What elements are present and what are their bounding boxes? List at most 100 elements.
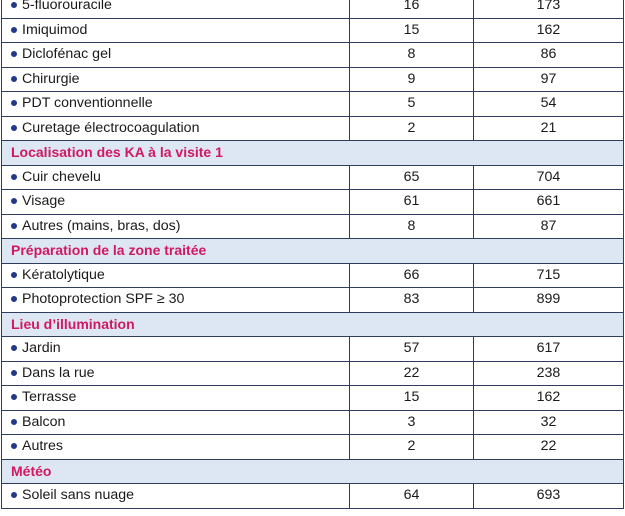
row-label: Soleil sans nuage (22, 487, 135, 504)
row-label-cell: PDT conventionnelle (1, 91, 350, 117)
section-title: Météo (1, 458, 624, 484)
n-cell: 32 (473, 409, 624, 435)
section-header-row: Préparation de la zone traitée (1, 238, 624, 264)
bullet-icon (11, 173, 17, 180)
section-title: Lieu d’illumination (1, 311, 624, 337)
row-label-cell: Balcon (1, 409, 350, 435)
bullet-icon (11, 394, 17, 401)
n-cell: 87 (473, 213, 624, 239)
section-header-row: Localisation des KA à la visite 1 (1, 140, 624, 166)
n-cell: 693 (473, 483, 624, 509)
count-cell: 61 (349, 189, 474, 215)
bullet-icon (11, 369, 17, 376)
n-cell: 238 (473, 360, 624, 386)
count-cell: 2 (349, 434, 474, 460)
row-label-cell: Chirurgie (1, 66, 350, 92)
bullet-icon (11, 222, 17, 229)
bullet-icon (11, 418, 17, 425)
row-label-cell: Soleil sans nuage (1, 483, 350, 509)
count-cell: 64 (349, 483, 474, 509)
row-label-cell: Jardin (1, 336, 350, 362)
row-label-cell: Cuir chevelu (1, 164, 350, 190)
bullet-icon (11, 100, 17, 107)
table-row: Jardin 57 617 (1, 336, 624, 362)
table-row: Diclofénac gel 8 86 (1, 42, 624, 68)
table-row: Autres (mains, bras, dos) 8 87 (1, 213, 624, 239)
count-cell: 2 (349, 115, 474, 141)
row-label: Imiquimod (22, 21, 88, 38)
table-row: PDT conventionnelle 5 54 (1, 91, 624, 117)
bullet-icon (11, 198, 17, 205)
count-cell: 15 (349, 385, 474, 411)
row-label: Chirurgie (22, 70, 80, 87)
row-label-cell: Imiquimod (1, 17, 350, 43)
section-title: Localisation des KA à la visite 1 (1, 140, 624, 166)
n-cell: 617 (473, 336, 624, 362)
row-label-cell: 5-fluorouracile (1, 0, 350, 19)
table-row: Soleil sans nuage 64 693 (1, 483, 624, 509)
bullet-icon (11, 26, 17, 33)
n-cell: 162 (473, 385, 624, 411)
n-cell: 54 (473, 91, 624, 117)
section-title: Préparation de la zone traitée (1, 238, 624, 264)
table-row: Balcon 3 32 (1, 409, 624, 435)
row-label-cell: Dans la rue (1, 360, 350, 386)
row-label-cell: Curetage électrocoagulation (1, 115, 350, 141)
count-cell: 8 (349, 42, 474, 68)
row-label: Curetage électrocoagulation (22, 119, 200, 136)
count-cell: 5 (349, 91, 474, 117)
n-cell: 661 (473, 189, 624, 215)
table-row: Terrasse 15 162 (1, 385, 624, 411)
row-label: Balcon (22, 413, 66, 430)
n-cell: 22 (473, 434, 624, 460)
table-row: Cuir chevelu 65 704 (1, 164, 624, 190)
n-cell: 704 (473, 164, 624, 190)
row-label: Terrasse (22, 389, 77, 406)
table-row: Visage 61 661 (1, 189, 624, 215)
table-row: Photoprotection SPF ≥ 30 83 899 (1, 287, 624, 313)
count-cell: 3 (349, 409, 474, 435)
table-row: Autres 2 22 (1, 434, 624, 460)
row-label: 5-fluorouracile (22, 0, 112, 14)
count-cell: 65 (349, 164, 474, 190)
row-label: Jardin (22, 340, 61, 357)
count-cell: 57 (349, 336, 474, 362)
n-cell: 173 (473, 0, 624, 19)
row-label: Autres (22, 438, 64, 455)
row-label: PDT conventionnelle (22, 95, 153, 112)
n-cell: 715 (473, 262, 624, 288)
table-row: 5-fluorouracile 16 173 (1, 0, 624, 19)
bullet-icon (11, 345, 17, 352)
row-label: Diclofénac gel (22, 46, 112, 63)
section-header-row: Météo (1, 458, 624, 484)
bullet-icon (11, 124, 17, 131)
table-row: Chirurgie 9 97 (1, 66, 624, 92)
count-cell: 15 (349, 17, 474, 43)
row-label-cell: Terrasse (1, 385, 350, 411)
row-label: Visage (22, 193, 66, 210)
count-cell: 9 (349, 66, 474, 92)
n-cell: 162 (473, 17, 624, 43)
n-cell: 97 (473, 66, 624, 92)
n-cell: 899 (473, 287, 624, 313)
row-label: Kératolytique (22, 266, 105, 283)
table-row: Dans la rue 22 238 (1, 360, 624, 386)
row-label-cell: Autres (1, 434, 350, 460)
bullet-icon (11, 492, 17, 499)
row-label: Cuir chevelu (22, 168, 101, 185)
bullet-icon (11, 296, 17, 303)
row-label-cell: Kératolytique (1, 262, 350, 288)
table-row: Imiquimod 15 162 (1, 17, 624, 43)
table-row: Curetage électrocoagulation 2 21 (1, 115, 624, 141)
count-cell: 66 (349, 262, 474, 288)
row-label: Dans la rue (22, 364, 95, 381)
count-cell: 22 (349, 360, 474, 386)
row-label-cell: Diclofénac gel (1, 42, 350, 68)
bullet-icon (11, 443, 17, 450)
bullet-icon (11, 2, 17, 9)
count-cell: 16 (349, 0, 474, 19)
section-header-row: Lieu d’illumination (1, 311, 624, 337)
